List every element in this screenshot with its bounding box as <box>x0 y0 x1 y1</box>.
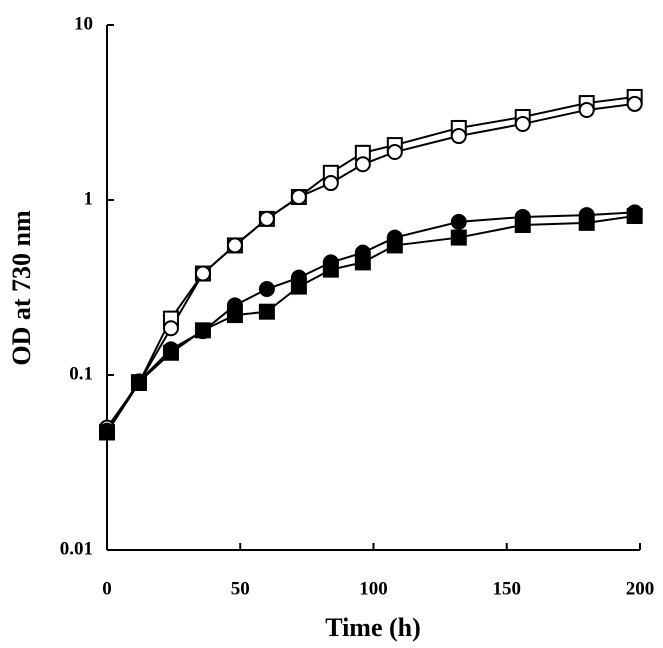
marker <box>578 214 595 231</box>
x-tick-label: 0 <box>102 578 112 599</box>
marker <box>194 322 211 339</box>
y-tick-label: 10 <box>74 13 93 34</box>
marker <box>226 237 243 254</box>
x-tick-label: 100 <box>359 578 388 599</box>
marker <box>258 303 275 320</box>
marker <box>354 254 371 271</box>
marker <box>386 144 403 161</box>
y-tick-label: 1 <box>84 188 94 209</box>
marker <box>386 237 403 254</box>
marker <box>258 210 275 227</box>
marker <box>514 115 531 132</box>
y-tick-label: 0.1 <box>69 363 93 384</box>
y-tick-label: 0.01 <box>60 538 93 559</box>
marker <box>322 175 339 192</box>
marker <box>130 374 147 391</box>
y-axis-title: OD at 730 nm <box>7 210 36 366</box>
marker <box>354 156 371 173</box>
marker <box>450 229 467 246</box>
marker <box>322 261 339 278</box>
x-tick-label: 200 <box>626 578 655 599</box>
marker <box>162 344 179 361</box>
marker <box>99 424 115 441</box>
x-tick-label: 150 <box>493 578 522 599</box>
marker <box>578 101 595 118</box>
marker <box>258 281 275 298</box>
x-axis-title: Time (h) <box>325 613 421 642</box>
series-line <box>106 211 635 432</box>
marker <box>450 213 467 230</box>
marker <box>162 320 179 337</box>
marker <box>450 128 467 145</box>
marker <box>290 189 307 206</box>
marker <box>290 278 307 295</box>
marker <box>226 307 243 324</box>
marker <box>626 208 643 225</box>
marker <box>194 265 211 282</box>
marker <box>514 216 531 233</box>
x-tick-label: 50 <box>231 578 250 599</box>
marker <box>626 95 643 112</box>
